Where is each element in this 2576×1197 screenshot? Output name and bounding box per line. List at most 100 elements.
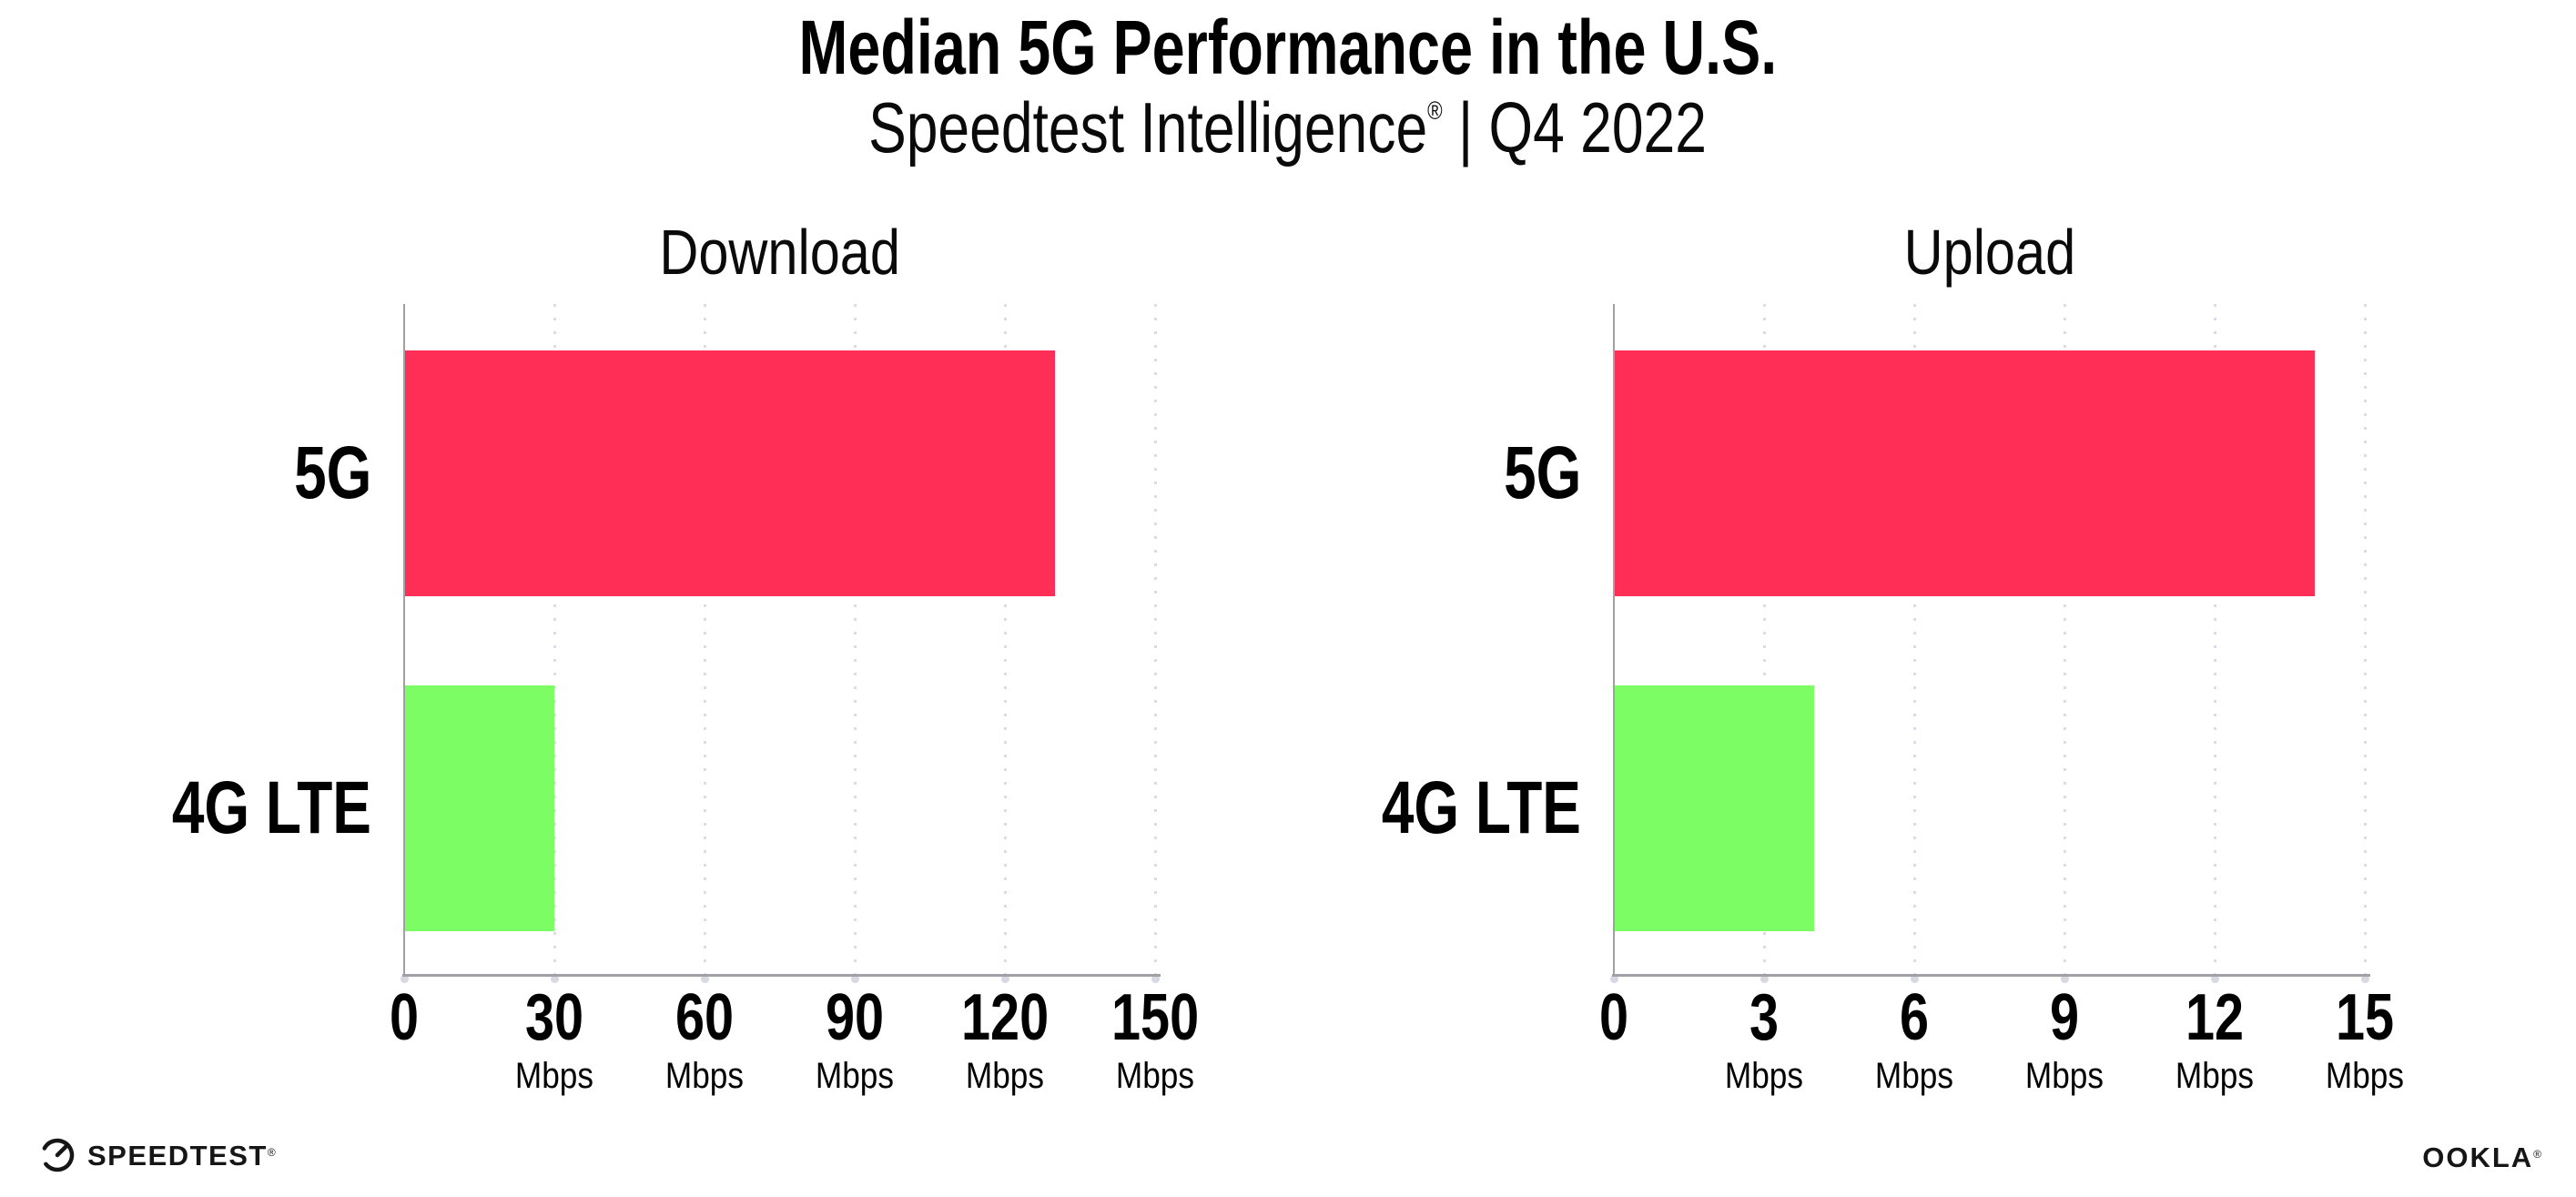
speedtest-logo: SPEEDTEST® bbox=[38, 1136, 277, 1174]
ookla-registered-mark: ® bbox=[2533, 1148, 2543, 1161]
chart-title-text: Download bbox=[659, 217, 900, 288]
tick-mark-90 bbox=[850, 975, 859, 983]
page-subtitle-text: Speedtest Intelligence® | Q4 2022 bbox=[869, 90, 1708, 166]
chart-title-text: Upload bbox=[1903, 217, 2075, 288]
unit-text: Mbps bbox=[2325, 1056, 2405, 1096]
x-axis-line bbox=[1612, 974, 2370, 977]
x-tick-unit-6: Mbps bbox=[1778, 1058, 2051, 1094]
subtitle-brand: Speedtest Intelligence bbox=[868, 87, 1428, 167]
x-tick-label-0: 0 bbox=[268, 985, 541, 1050]
bar-5g bbox=[404, 350, 1055, 596]
gridline-120 bbox=[1003, 304, 1007, 974]
bar-5g bbox=[1614, 350, 2315, 596]
tick-mark-6 bbox=[1910, 975, 1919, 983]
x-tick-value: 15 bbox=[2335, 981, 2395, 1054]
x-tick-label-30: 30 bbox=[418, 985, 691, 1050]
x-tick-value: 120 bbox=[960, 981, 1050, 1054]
gridline-6 bbox=[1912, 304, 1916, 974]
x-tick-label-0: 0 bbox=[1477, 985, 1750, 1050]
chart-title: Download bbox=[404, 220, 1155, 284]
category-label-4g-lte: 4G LTE bbox=[1381, 766, 1581, 849]
x-tick-value: 90 bbox=[825, 981, 885, 1054]
tick-mark-30 bbox=[550, 975, 559, 983]
x-tick-unit-60: Mbps bbox=[568, 1058, 841, 1094]
speedtest-registered-mark: ® bbox=[267, 1145, 278, 1159]
x-tick-value: 150 bbox=[1111, 981, 1200, 1054]
unit-text: Mbps bbox=[664, 1056, 745, 1096]
gridline-90 bbox=[853, 304, 857, 974]
unit-text: Mbps bbox=[1115, 1056, 1195, 1096]
chart-panel-upload: Upload 0 3 Mbps 6 Mbps 9 Mbps 12 Mbps 15 Mbps 5G 4G L… bbox=[1382, 220, 2404, 1094]
y-axis-line bbox=[1613, 304, 1615, 974]
x-tick-value: 6 bbox=[1899, 981, 1930, 1054]
x-tick-unit-90: Mbps bbox=[718, 1058, 991, 1094]
x-tick-label-3: 3 bbox=[1628, 985, 1901, 1050]
unit-text: Mbps bbox=[514, 1056, 594, 1096]
ookla-label: OOKLA bbox=[2422, 1141, 2534, 1173]
tick-mark-120 bbox=[1000, 975, 1009, 983]
x-tick-unit-12: Mbps bbox=[2078, 1058, 2351, 1094]
unit-text: Mbps bbox=[2175, 1056, 2255, 1096]
gridline-60 bbox=[703, 304, 706, 974]
x-tick-unit-30: Mbps bbox=[418, 1058, 691, 1094]
unit-text: Mbps bbox=[815, 1056, 895, 1096]
unit-text: Mbps bbox=[965, 1056, 1045, 1096]
bar-4g-lte bbox=[404, 685, 554, 931]
y-axis-line bbox=[403, 304, 405, 974]
x-tick-label-6: 6 bbox=[1778, 985, 2051, 1050]
page-subtitle: Speedtest Intelligence® | Q4 2022 bbox=[0, 90, 2576, 166]
category-label-5g: 5G bbox=[1503, 431, 1581, 514]
x-tick-value: 9 bbox=[2049, 981, 2080, 1054]
page-title-text: Median 5G Performance in the U.S. bbox=[798, 5, 1778, 90]
gridline-15 bbox=[2363, 304, 2367, 974]
x-tick-value: 0 bbox=[389, 981, 420, 1054]
speedtest-wordmark: SPEEDTEST® bbox=[87, 1141, 277, 1170]
x-tick-label-150: 150 bbox=[1019, 985, 1292, 1050]
tick-mark-15 bbox=[2360, 975, 2369, 983]
tick-mark-9 bbox=[2060, 975, 2069, 983]
x-tick-value: 12 bbox=[2185, 981, 2245, 1054]
tick-mark-60 bbox=[700, 975, 709, 983]
category-label-4g-lte: 4G LTE bbox=[171, 766, 371, 849]
tick-mark-0 bbox=[1609, 975, 1618, 983]
x-tick-label-15: 15 bbox=[2228, 985, 2501, 1050]
x-tick-label-90: 90 bbox=[718, 985, 991, 1050]
x-tick-unit-15: Mbps bbox=[2228, 1058, 2501, 1094]
tick-mark-3 bbox=[1760, 975, 1769, 983]
speedtest-label: SPEEDTEST bbox=[87, 1139, 268, 1172]
gridline-3 bbox=[1762, 304, 1766, 974]
ookla-logo: OOKLA® bbox=[2422, 1143, 2543, 1172]
subtitle-period: Q4 2022 bbox=[1489, 87, 1708, 167]
tick-mark-0 bbox=[400, 975, 409, 983]
gridline-150 bbox=[1153, 304, 1157, 974]
chart-title: Upload bbox=[1614, 220, 2365, 284]
x-tick-label-60: 60 bbox=[568, 985, 841, 1050]
x-tick-value: 60 bbox=[674, 981, 735, 1054]
x-tick-label-120: 120 bbox=[868, 985, 1141, 1050]
gridline-12 bbox=[2213, 304, 2216, 974]
unit-text: Mbps bbox=[2024, 1056, 2104, 1096]
ookla-wordmark: OOKLA® bbox=[2422, 1141, 2543, 1173]
x-tick-label-9: 9 bbox=[1928, 985, 2201, 1050]
speedtest-gauge-icon bbox=[40, 1138, 75, 1172]
tick-mark-12 bbox=[2210, 975, 2219, 983]
gridline-9 bbox=[2063, 304, 2066, 974]
chart-panel-download: Download 0 30 Mbps 60 Mbps 90 Mbps 120 Mbps 150 Mbp… bbox=[172, 220, 1199, 1094]
x-axis-line bbox=[402, 974, 1161, 977]
x-tick-label-12: 12 bbox=[2078, 985, 2351, 1050]
x-tick-unit-3: Mbps bbox=[1628, 1058, 1901, 1094]
registered-mark: ® bbox=[1427, 96, 1444, 125]
x-tick-value: 3 bbox=[1749, 981, 1780, 1054]
gridline-30 bbox=[553, 304, 556, 974]
category-label-5g: 5G bbox=[293, 431, 371, 514]
bar-4g-lte bbox=[1614, 685, 1814, 931]
x-tick-unit-9: Mbps bbox=[1928, 1058, 2201, 1094]
tick-mark-150 bbox=[1151, 975, 1160, 983]
unit-text: Mbps bbox=[1874, 1056, 1954, 1096]
x-tick-value: 0 bbox=[1598, 981, 1629, 1054]
page-title: Median 5G Performance in the U.S. bbox=[0, 7, 2576, 87]
subtitle-separator: | bbox=[1443, 87, 1490, 167]
x-tick-unit-150: Mbps bbox=[1019, 1058, 1292, 1094]
x-tick-value: 30 bbox=[524, 981, 584, 1054]
